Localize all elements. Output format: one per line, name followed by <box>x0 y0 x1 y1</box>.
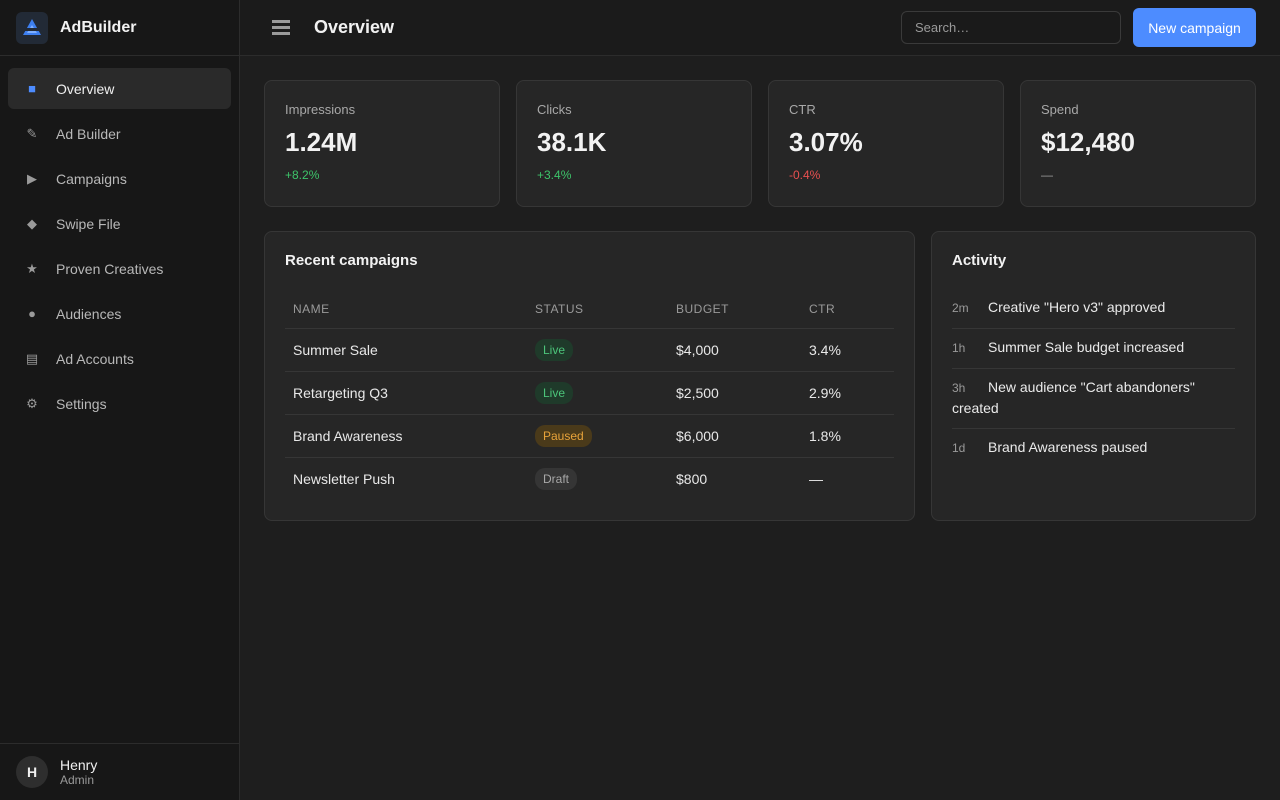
campaign-ctr: 1.8% <box>801 414 894 458</box>
campaign-name[interactable]: Newsletter Push <box>293 470 395 487</box>
page-title: Overview <box>314 17 395 37</box>
table-header-row: NAME STATUS BUDGET CTR <box>285 290 894 329</box>
stat-delta: +8.2% <box>285 168 320 182</box>
sidebar-item-proven-creatives[interactable]: ★ Proven Creatives <box>8 248 231 289</box>
sidebar-item-ad-accounts[interactable]: ▤ Ad Accounts <box>8 338 231 379</box>
stat-delta: — <box>1041 168 1053 182</box>
diamond-icon: ◆ <box>27 215 37 231</box>
campaign-ctr: 2.9% <box>801 371 894 415</box>
table-row[interactable]: Brand Awareness Paused $6,000 1.8% <box>285 414 894 458</box>
sidebar-item-settings[interactable]: ⚙ Settings <box>8 383 231 424</box>
sidebar-item-audiences[interactable]: ● Audiences <box>8 293 231 334</box>
sidebar-item-label: Overview <box>56 80 115 97</box>
campaigns-table: NAME STATUS BUDGET CTR Summer Sale Live … <box>285 290 894 500</box>
panel-title: Recent campaigns <box>285 252 418 269</box>
activity-text: New audience "Cart abandoners" created <box>952 379 1195 416</box>
avatar: H <box>16 756 48 788</box>
table-row[interactable]: Summer Sale Live $4,000 3.4% <box>285 328 894 372</box>
user-profile[interactable]: H Henry Admin <box>0 743 239 800</box>
table-row[interactable]: Retargeting Q3 Live $2,500 2.9% <box>285 371 894 415</box>
activity-item: 2m Creative "Hero v3" approved <box>952 289 1235 329</box>
stat-card-impressions: Impressions 1.24M +8.2% <box>264 80 500 207</box>
pencil-icon: ✎ <box>26 125 38 141</box>
star-icon: ★ <box>26 260 38 276</box>
panel-title: Activity <box>952 252 1007 269</box>
sidebar: AdBuilder ■ Overview ✎ Ad Builder ▶ Camp… <box>0 0 240 800</box>
brand[interactable]: AdBuilder <box>0 0 239 56</box>
recent-campaigns-panel: Recent campaigns NAME STATUS BUDGET CTR … <box>264 231 915 521</box>
gear-icon: ⚙ <box>26 395 38 411</box>
app-name: AdBuilder <box>60 18 137 36</box>
new-campaign-button[interactable]: New campaign <box>1133 8 1256 47</box>
campaign-budget: $800 <box>676 470 708 487</box>
sidebar-item-ad-builder[interactable]: ✎ Ad Builder <box>8 113 231 154</box>
stat-value: 38.1K <box>537 127 607 157</box>
stat-label: Impressions <box>285 102 356 117</box>
search-input[interactable] <box>901 11 1121 44</box>
campaign-name[interactable]: Retargeting Q3 <box>285 371 527 415</box>
activity-text: Brand Awareness paused <box>988 439 1148 455</box>
activity-list: 2m Creative "Hero v3" approved 1h Summer S… <box>952 289 1235 468</box>
sidebar-item-label: Settings <box>56 395 107 412</box>
activity-time: 1d <box>952 441 966 455</box>
activity-item: 3h New audience "Cart abandoners" created <box>952 369 1235 429</box>
sidebar-item-label: Campaigns <box>56 170 127 187</box>
sidebar-item-label: Ad Accounts <box>56 350 134 367</box>
campaign-name[interactable]: Brand Awareness <box>285 414 527 458</box>
column-header-budget[interactable]: BUDGET <box>668 290 801 329</box>
column-header-name[interactable]: NAME <box>285 290 527 329</box>
campaign-budget: $4,000 <box>668 328 801 372</box>
campaign-name[interactable]: Summer Sale <box>285 328 527 372</box>
stat-label: Clicks <box>537 102 572 117</box>
stat-label: Spend <box>1041 102 1079 117</box>
campaign-budget: $6,000 <box>668 414 801 458</box>
activity-panel: Activity 2m Creative "Hero v3" approved 1… <box>931 231 1256 521</box>
activity-item: 1d Brand Awareness paused <box>952 429 1235 468</box>
lines-icon: ▤ <box>25 350 39 366</box>
menu-toggle-icon[interactable] <box>272 17 290 38</box>
table-row[interactable]: Newsletter Push Draft $800 — <box>285 457 894 500</box>
user-name: Henry <box>60 756 98 773</box>
user-role: Admin <box>60 772 95 787</box>
sidebar-item-campaigns[interactable]: ▶ Campaigns <box>8 158 231 199</box>
status-badge: Draft <box>535 467 578 490</box>
stat-card-spend: Spend $12,480 — <box>1020 80 1256 207</box>
stat-card-ctr: CTR 3.07% -0.4% <box>768 80 1004 207</box>
sidebar-item-label: Proven Creatives <box>56 260 164 277</box>
status-badge: Live <box>535 381 574 404</box>
activity-text: Creative "Hero v3" approved <box>988 299 1166 315</box>
activity-text: Summer Sale budget increased <box>988 339 1185 355</box>
status-badge: Live <box>535 338 574 361</box>
adbuilder-logo-icon <box>16 11 48 44</box>
campaign-ctr: 3.4% <box>801 328 894 372</box>
grid-icon: ■ <box>28 81 36 96</box>
dot-icon: ● <box>28 306 36 321</box>
stat-label: CTR <box>789 102 816 117</box>
activity-time: 3h <box>952 381 966 395</box>
sidebar-item-label: Swipe File <box>56 215 121 232</box>
sidebar-item-label: Ad Builder <box>56 125 121 142</box>
campaign-ctr: — <box>809 470 823 487</box>
activity-item: 1h Summer Sale budget increased <box>952 329 1235 369</box>
stat-delta: -0.4% <box>789 168 821 182</box>
stat-value: 1.24M <box>285 127 358 157</box>
sidebar-nav: ■ Overview ✎ Ad Builder ▶ Campaigns ◆ Sw… <box>0 56 239 424</box>
sidebar-item-label: Audiences <box>56 305 122 322</box>
campaign-budget: $2,500 <box>668 371 801 415</box>
stat-value: 3.07% <box>789 127 863 157</box>
activity-time: 1h <box>952 341 966 355</box>
sidebar-item-swipe-file[interactable]: ◆ Swipe File <box>8 203 231 244</box>
stat-card-clicks: Clicks 38.1K +3.4% <box>516 80 752 207</box>
stat-value: $12,480 <box>1041 127 1135 157</box>
column-header-ctr[interactable]: CTR <box>801 290 894 329</box>
play-icon: ▶ <box>27 170 37 186</box>
stat-delta: +3.4% <box>537 168 572 182</box>
top-header: Overview New campaign <box>240 0 1280 56</box>
activity-time: 2m <box>952 301 969 315</box>
column-header-status[interactable]: STATUS <box>527 290 668 329</box>
status-badge: Paused <box>535 424 592 447</box>
sidebar-item-overview[interactable]: ■ Overview <box>8 68 231 109</box>
